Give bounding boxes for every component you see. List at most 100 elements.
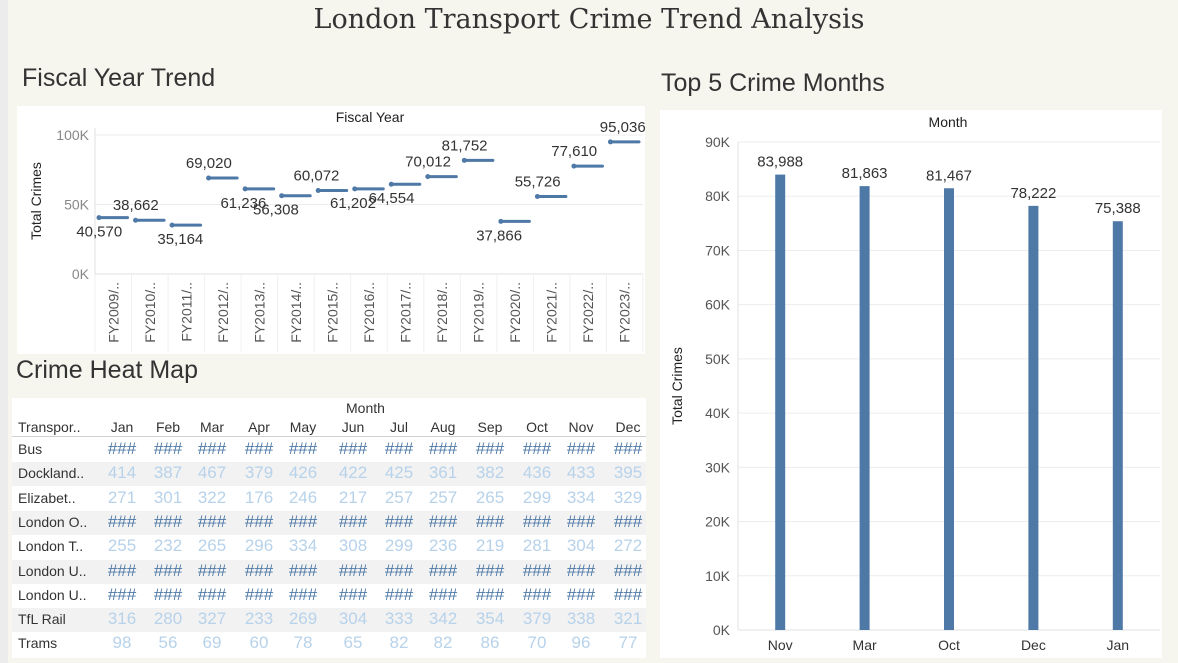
fiscal-chart: Fiscal Year Total Crimes 100K 50K 0K 40,570 FY…: [28, 109, 645, 352]
heatmap-cell: ###: [107, 584, 137, 604]
heatmap-cell: 301: [153, 487, 183, 507]
heatmap-cell: ###: [566, 584, 596, 604]
heatmap-column-header: Feb: [155, 419, 181, 435]
heatmap-cell: 60: [249, 633, 269, 653]
months-data-label: 81,863: [842, 165, 888, 182]
fiscal-y-tick: 0K: [72, 266, 90, 282]
months-y-tick: 0K: [713, 622, 731, 638]
fiscal-x-tick: FY2014/..: [288, 282, 304, 343]
heatmap-cell: ###: [428, 584, 458, 604]
heatmap-cell: ###: [475, 560, 505, 580]
months-y-axis-label: Total Crimes: [669, 347, 685, 425]
months-y-tick: 50K: [705, 351, 731, 367]
heatmap-cell: 69: [202, 633, 222, 653]
heatmap-cell: 255: [107, 536, 137, 556]
fiscal-data-label: 40,570: [76, 224, 122, 241]
heatmap-cell: 246: [288, 487, 318, 507]
heatmap-cell: 257: [384, 487, 414, 507]
heatmap-row-band: [12, 559, 646, 584]
fiscal-x-tick: FY2017/..: [398, 282, 414, 343]
heatmap-cell: 280: [153, 609, 183, 629]
heatmap-section-title: Crime Heat Map: [16, 356, 198, 384]
fiscal-data-label: 61,202: [330, 195, 376, 212]
heatmap-cell: 296: [244, 536, 274, 556]
months-y-tick: 30K: [705, 459, 731, 475]
page-title: London Transport Crime Trend Analysis: [313, 4, 865, 35]
heatmap-row-label: London T..: [18, 538, 84, 555]
heatmap-cell: ###: [428, 439, 458, 458]
fiscal-x-tick: FY2022/..: [580, 282, 596, 343]
fiscal-data-point: [425, 174, 431, 180]
heatmap-cell: 308: [338, 536, 368, 556]
heatmap-cell: ###: [475, 511, 505, 531]
fiscal-x-tick: FY2019/..: [471, 282, 487, 343]
heatmap-row-band: [12, 608, 646, 633]
heatmap-header-divider: [12, 436, 646, 437]
fiscal-x-tick: FY2015/..: [324, 282, 340, 343]
heatmap-cell: 467: [197, 463, 227, 483]
heatmap-column-group-title: Month: [346, 400, 385, 416]
heatmap-cell: 269: [288, 609, 318, 629]
heatmap-cell: 433: [566, 463, 596, 483]
fiscal-x-tick: FY2016/..: [361, 282, 377, 343]
heatmap-cell: 329: [613, 487, 643, 507]
months-x-tick: Nov: [768, 637, 793, 653]
months-y-tick: 10K: [705, 568, 731, 584]
heatmap-cell: ###: [288, 560, 318, 580]
months-y-tick: 40K: [705, 405, 731, 421]
heatmap-cell: 78: [293, 633, 313, 653]
fiscal-data-point: [133, 217, 139, 223]
heatmap-cell: ###: [566, 439, 596, 458]
heatmap-cell: 82: [433, 633, 453, 653]
heatmap-cell: 176: [244, 487, 274, 507]
heatmap-cell: 96: [571, 633, 591, 653]
heatmap-cell: 321: [613, 609, 643, 629]
fiscal-y-axis-label: Total Crimes: [28, 162, 44, 240]
fiscal-data-point: [352, 186, 358, 192]
heatmap-cell: 232: [153, 536, 183, 556]
heatmap-row-label: Bus: [18, 441, 43, 457]
heatmap-cell: 354: [475, 609, 505, 629]
heatmap-cell: ###: [107, 560, 137, 580]
fiscal-data-point: [534, 194, 540, 200]
heatmap-row-label: London U..: [18, 562, 87, 579]
fiscal-x-tick: FY2012/..: [215, 282, 231, 343]
heatmap-table: Month Transpor.. Jan Feb Mar Apr May Jun Jul Aug S…: [12, 398, 646, 658]
heatmap-cell: ###: [613, 584, 643, 604]
heatmap-row-band: [12, 510, 646, 535]
months-y-tick: 20K: [705, 514, 731, 530]
heatmap-cell: 265: [475, 487, 505, 507]
fiscal-data-label: 69,020: [186, 155, 232, 172]
heatmap-cell: 382: [475, 463, 505, 483]
heatmap-row-label: TfL Rail: [18, 611, 66, 628]
heatmap-cell: 422: [338, 463, 368, 483]
months-bar: [1112, 221, 1123, 631]
fiscal-data-label: 64,554: [369, 190, 415, 207]
heatmap-cell: ###: [522, 584, 552, 604]
heatmap-column-header: Jan: [110, 419, 134, 435]
months-data-label: 81,467: [926, 167, 972, 184]
months-x-tick: Jan: [1107, 637, 1130, 653]
heatmap-cell: 233: [244, 609, 274, 629]
heatmap-cell: ###: [244, 511, 274, 531]
fiscal-data-point: [169, 222, 175, 228]
fiscal-data-point: [461, 157, 467, 163]
heatmap-cell: 327: [197, 609, 227, 629]
heatmap-column-header: Apr: [248, 419, 270, 435]
heatmap-cell: ###: [475, 439, 505, 458]
heatmap-cell: 334: [288, 536, 318, 556]
months-data-label: 83,988: [757, 154, 803, 171]
fiscal-data-point: [571, 163, 577, 169]
heatmap-cell: ###: [613, 439, 643, 458]
heatmap-cell: 265: [197, 536, 227, 556]
heatmap-cell: 86: [480, 633, 500, 653]
heatmap-cell: ###: [197, 511, 227, 531]
heatmap-cell: ###: [244, 439, 274, 458]
heatmap-cell: 272: [613, 536, 643, 556]
heatmap-cell: ###: [428, 511, 458, 531]
heatmap-cell: ###: [384, 584, 414, 604]
heatmap-cell: ###: [613, 560, 643, 580]
fiscal-data-point: [498, 218, 504, 224]
fiscal-data-point: [242, 186, 248, 192]
heatmap-cell: 56: [158, 633, 178, 653]
